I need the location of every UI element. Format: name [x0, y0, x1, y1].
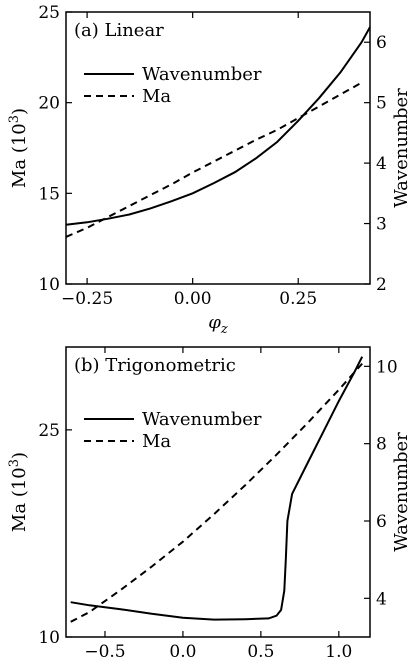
y-tick-label-right: 3	[376, 215, 387, 235]
y-tick-label-right: 10	[376, 357, 398, 377]
y-tick-label-right: 2	[376, 275, 387, 295]
y-tick-label-right: 6	[376, 33, 387, 53]
y-tick-label-left: 15	[38, 184, 60, 204]
legend-label-wavenumber: Wavenumber	[142, 64, 262, 85]
y-tick-label-right: 6	[376, 512, 387, 532]
plot-frame	[65, 11, 371, 285]
x-tick-label: −0.25	[61, 289, 113, 309]
y-tick-label-right: 8	[376, 435, 387, 455]
y-tick-label-left: 25	[38, 421, 60, 441]
legend-label-ma: Ma	[142, 86, 171, 107]
x-tick-label: 0.00	[174, 289, 212, 309]
y-tick-label-left: 20	[38, 94, 60, 114]
chart-panel-a: −0.25 0.00 0.25 10 15 20 25 2 3 4 5 6 Ma (103) Wavenu…	[7, 3, 412, 337]
y-tick-label-left: 10	[38, 628, 60, 648]
x-tick-label: 1.0	[325, 642, 352, 662]
y-tick-label-right: 4	[376, 154, 387, 174]
series-line-ma	[65, 81, 363, 238]
panel-label: (a) Linear	[74, 20, 164, 41]
y-axis-label-right: Wavenumber	[391, 432, 412, 552]
x-tick-label: 0.0	[169, 642, 196, 662]
legend-label-ma: Ma	[142, 431, 171, 452]
series-line-wavenumber	[65, 26, 371, 226]
y-axis-label-left: Ma (103)	[7, 108, 30, 188]
y-axis-label-left: Ma (103)	[7, 452, 30, 532]
y-tick-label-left: 25	[38, 3, 60, 23]
y-axis-label-right: Wavenumber	[391, 88, 412, 208]
series-line-wavenumber	[70, 356, 364, 621]
legend-label-wavenumber: Wavenumber	[142, 409, 262, 430]
y-tick-label-right: 5	[376, 94, 387, 114]
x-axis-label: φz	[208, 312, 228, 337]
x-tick-label: −0.5	[84, 642, 125, 662]
y-tick-label-right: 4	[376, 589, 387, 609]
series-line-ma	[70, 362, 363, 623]
y-tick-label-left: 10	[38, 275, 60, 295]
x-tick-label: 0.5	[247, 642, 274, 662]
x-tick-label: 0.25	[279, 289, 317, 309]
chart-panel-b: −0.5 0.0 0.5 1.0 10 25 4 6 8 10 Ma (103) Wavenumber…	[7, 346, 412, 662]
panel-label: (b) Trigonometric	[74, 355, 236, 376]
plot-frame	[65, 346, 371, 638]
